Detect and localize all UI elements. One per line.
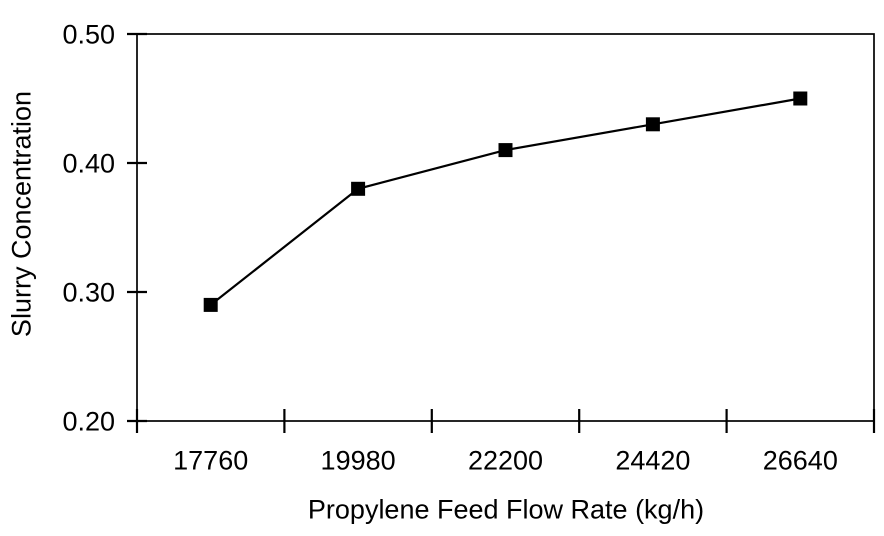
data-point-marker [793,91,808,106]
x-tick-label: 26640 [763,446,838,476]
data-point-marker [498,143,513,158]
y-tick-label: 0.40 [62,149,115,179]
y-axis-title: Slurry Concentration [6,90,37,338]
x-tick-label: 22200 [468,446,543,476]
x-axis-title: Propylene Feed Flow Rate (kg/h) [307,494,705,525]
y-tick-label: 0.50 [62,20,115,50]
series-line [210,97,801,306]
x-tick-label: 24420 [615,446,690,476]
x-tick-label: 17760 [173,446,248,476]
y-tick-label: 0.30 [62,278,115,308]
data-point-marker [351,181,366,196]
x-tick-label: 19980 [321,446,396,476]
plot-border [136,33,875,422]
data-point-marker [645,117,660,132]
data-point-marker [203,297,218,312]
y-tick-label: 0.20 [62,407,115,437]
